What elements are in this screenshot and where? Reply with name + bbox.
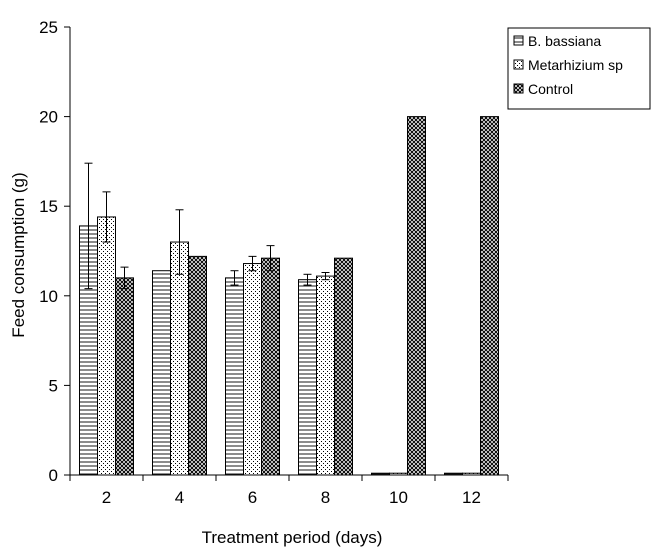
bar-crosshatch-4 — [189, 256, 207, 475]
legend-swatch-crosshatch — [514, 84, 523, 93]
x-tick-label: 4 — [175, 488, 184, 507]
x-tick-label: 2 — [102, 488, 111, 507]
bar-dots-4 — [171, 242, 189, 475]
y-tick-label: 15 — [39, 197, 58, 216]
y-tick-label: 0 — [49, 466, 58, 485]
bar-dots-6 — [244, 264, 262, 475]
bar-dots-8 — [317, 276, 335, 475]
legend-swatch-horizontal-lines — [514, 36, 523, 45]
legend-swatch-dots — [514, 60, 523, 69]
bar-crosshatch-10 — [408, 117, 426, 475]
plot-area: 0 5 10 15 20 25 2 4 6 8 10 12 — [39, 18, 508, 507]
bar-horizontal-lines-8 — [299, 280, 317, 475]
bar-crosshatch-6 — [262, 258, 280, 475]
x-axis-title: Treatment period (days) — [202, 528, 383, 547]
bar-horizontal-lines-10 — [372, 473, 390, 475]
x-tick-label: 12 — [462, 488, 481, 507]
bar-crosshatch-12 — [481, 117, 499, 475]
y-axis-title: Feed consumption (g) — [9, 172, 28, 337]
bar-horizontal-lines-4 — [153, 271, 171, 475]
legend: B. bassiana Metarhizium sp Control — [508, 28, 650, 109]
bar-crosshatch-2 — [116, 278, 134, 475]
legend-label: Metarhizium sp — [528, 57, 623, 73]
x-tick-label: 8 — [321, 488, 330, 507]
y-tick-label: 25 — [39, 18, 58, 37]
x-tick-label: 10 — [389, 488, 408, 507]
legend-label: B. bassiana — [528, 33, 601, 49]
bar-dots-10 — [390, 473, 408, 475]
legend-label: Control — [528, 81, 573, 97]
y-tick-label: 20 — [39, 108, 58, 127]
bar-horizontal-lines-12 — [445, 473, 463, 475]
y-tick-label: 5 — [49, 376, 58, 395]
bar-dots-12 — [463, 473, 481, 475]
bar-crosshatch-8 — [335, 258, 353, 475]
bar-horizontal-lines-6 — [226, 278, 244, 475]
bar-dots-2 — [98, 217, 116, 475]
y-tick-label: 10 — [39, 287, 58, 306]
x-tick-label: 6 — [248, 488, 257, 507]
